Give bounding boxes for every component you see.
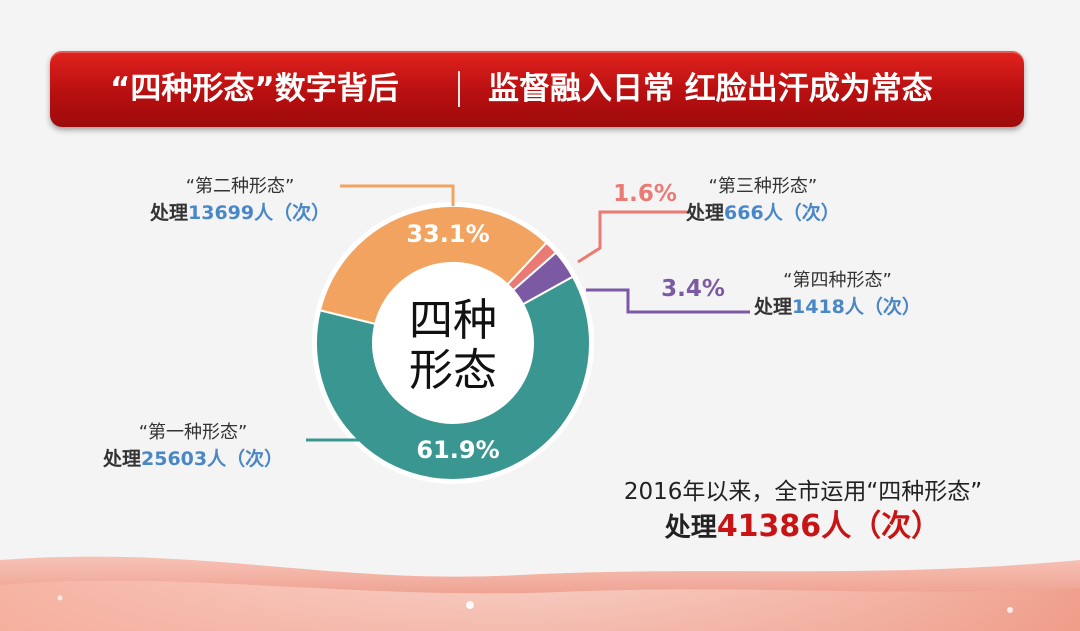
leader-line-third — [577, 210, 690, 264]
header-title-left: “四种形态”数字背后 — [110, 71, 399, 107]
legend-fourth: “第四种形态” 处理1418人（次） — [754, 266, 921, 319]
legend-first-count: 25603 — [141, 448, 208, 470]
header-title-right: 监督融入日常 红脸出汗成为常态 — [488, 71, 933, 107]
slice-first — [315, 275, 591, 481]
summary-line1: 2016年以来，全市运用“四种形态” — [623, 479, 983, 505]
center-label-line1: 四种 — [409, 295, 497, 346]
legend-third-count: 666 — [724, 202, 764, 224]
percent-label-second: 33.1% — [406, 220, 489, 248]
percent-label-fourth: 3.4% — [661, 276, 725, 302]
leader-line-second — [340, 184, 455, 206]
slice-second — [318, 205, 548, 326]
summary-suffix: 人（次） — [821, 509, 942, 544]
legend-second-prefix: 处理 — [150, 202, 189, 224]
legend-fourth-name: “第四种形态” — [783, 270, 892, 291]
chart-center-label: 四种 形态 — [393, 296, 513, 396]
percent-label-third: 1.6% — [613, 181, 677, 207]
legend-fourth-prefix: 处理 — [754, 296, 793, 318]
legend-first-unit: 人（次） — [207, 448, 284, 470]
legend-third-unit: 人（次） — [763, 202, 840, 224]
percent-label-first: 61.9% — [416, 436, 499, 464]
leader-line-fourth — [586, 288, 750, 314]
donut-hole — [374, 264, 532, 422]
legend-fourth-unit: 人（次） — [844, 296, 921, 318]
slice-fourth — [511, 251, 575, 306]
summary-prefix: 处理 — [664, 513, 717, 543]
legend-second-name: “第二种形态” — [185, 176, 295, 197]
legend-second-count: 13699 — [188, 202, 255, 224]
summary-block: 2016年以来，全市运用“四种形态” 处理41386人（次） — [548, 476, 1058, 547]
legend-first-name: “第一种形态” — [138, 422, 248, 443]
legend-first-prefix: 处理 — [103, 448, 142, 470]
legend-third: “第三种形态” 处理666人（次） — [686, 172, 840, 225]
legend-third-prefix: 处理 — [686, 202, 725, 224]
legend-fourth-count: 1418 — [792, 296, 845, 318]
legend-second: “第二种形态” 处理13699人（次） — [150, 172, 330, 225]
header-banner: “四种形态”数字背后 监督融入日常 红脸出汗成为常态 — [50, 51, 1024, 127]
center-label-line2: 形态 — [409, 345, 497, 396]
legend-third-name: “第三种形态” — [708, 176, 818, 197]
legend-second-unit: 人（次） — [254, 202, 331, 224]
legend-first: “第一种形态” 处理25603人（次） — [103, 418, 283, 471]
summary-total: 41386 — [716, 509, 822, 544]
header-divider — [458, 71, 460, 107]
